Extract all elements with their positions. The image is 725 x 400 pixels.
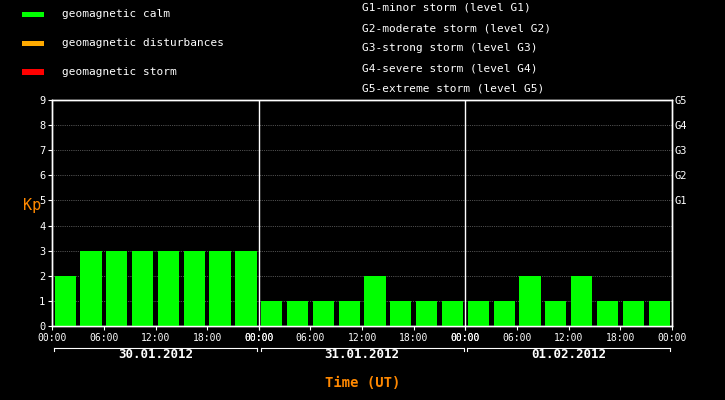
FancyBboxPatch shape (22, 69, 44, 75)
Bar (158, 251, 179, 326)
Bar (390, 301, 412, 326)
Text: G4-severe storm (level G4): G4-severe storm (level G4) (362, 63, 538, 73)
Bar (183, 251, 205, 326)
Bar (132, 251, 153, 326)
Text: G5-extreme storm (level G5): G5-extreme storm (level G5) (362, 84, 544, 94)
Text: Time (UT): Time (UT) (325, 376, 400, 390)
Text: geomagnetic disturbances: geomagnetic disturbances (62, 38, 223, 48)
Text: G3-strong storm (level G3): G3-strong storm (level G3) (362, 43, 538, 53)
Bar (442, 301, 463, 326)
Bar (519, 276, 541, 326)
Bar (312, 301, 334, 326)
Bar (416, 301, 437, 326)
Text: 30.01.2012: 30.01.2012 (118, 348, 193, 361)
Bar (287, 301, 308, 326)
Text: geomagnetic storm: geomagnetic storm (62, 67, 176, 77)
Bar (545, 301, 566, 326)
FancyBboxPatch shape (22, 12, 44, 17)
Bar (468, 301, 489, 326)
Y-axis label: Kp: Kp (23, 198, 41, 213)
Bar (365, 276, 386, 326)
Bar (339, 301, 360, 326)
Text: geomagnetic calm: geomagnetic calm (62, 9, 170, 19)
Bar (494, 301, 515, 326)
Bar (54, 276, 75, 326)
Bar (80, 251, 102, 326)
Bar (623, 301, 644, 326)
FancyBboxPatch shape (22, 40, 44, 46)
Bar (210, 251, 231, 326)
Bar (571, 276, 592, 326)
Bar (106, 251, 128, 326)
Bar (649, 301, 670, 326)
Text: G2-moderate storm (level G2): G2-moderate storm (level G2) (362, 23, 552, 33)
Text: 01.02.2012: 01.02.2012 (531, 348, 606, 361)
Bar (236, 251, 257, 326)
Bar (261, 301, 282, 326)
Bar (597, 301, 618, 326)
Text: G1-minor storm (level G1): G1-minor storm (level G1) (362, 3, 531, 13)
Text: 31.01.2012: 31.01.2012 (325, 348, 399, 361)
